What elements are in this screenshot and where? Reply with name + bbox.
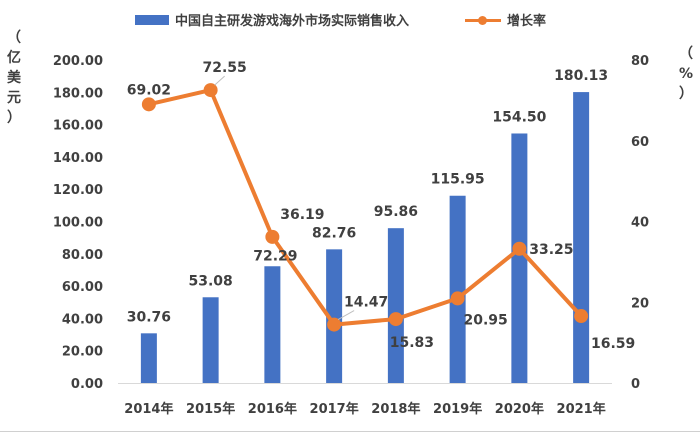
line-point bbox=[388, 312, 403, 327]
bar bbox=[140, 333, 157, 383]
bar bbox=[202, 297, 219, 383]
line-data-label: 16.59 bbox=[591, 336, 635, 352]
legend: 中国自主研发游戏海外市场实际销售收入 增长率 bbox=[135, 10, 602, 29]
legend-bar-swatch bbox=[135, 14, 169, 25]
y-left-tick-label: 140.00 bbox=[53, 151, 103, 166]
bar-data-label: 115.95 bbox=[431, 172, 485, 188]
y-left-tick-label: 20.00 bbox=[62, 345, 103, 360]
line-data-label: 20.95 bbox=[463, 312, 507, 328]
y-right-tick-label: 40 bbox=[631, 216, 649, 231]
line-data-label: 69.02 bbox=[127, 82, 171, 98]
line-point bbox=[450, 291, 465, 306]
bar-data-label: 30.76 bbox=[127, 309, 171, 325]
bar bbox=[387, 228, 404, 383]
growth-line bbox=[148, 88, 583, 327]
y-right-tick-label: 60 bbox=[631, 135, 649, 150]
right-unit-char: ） bbox=[679, 86, 693, 102]
left-unit-char: ） bbox=[7, 110, 21, 126]
bar bbox=[326, 249, 343, 383]
x-tick-label: 2019年 bbox=[433, 401, 482, 417]
y-left-tick-label: 0.00 bbox=[71, 377, 103, 392]
bar-data-label: 82.76 bbox=[312, 225, 356, 241]
bar-data-label: 95.86 bbox=[374, 204, 418, 220]
line-point bbox=[574, 309, 589, 324]
left-axis-unit: （ 亿 美 元 ） bbox=[6, 28, 22, 128]
y-left-tick-label: 80.00 bbox=[62, 248, 103, 263]
x-tick-label: 2015年 bbox=[186, 401, 235, 417]
x-tick-label: 2021年 bbox=[557, 401, 606, 417]
legend-item-line: 增长率 bbox=[465, 10, 546, 29]
y-left-tick-label: 60.00 bbox=[62, 280, 103, 295]
line-point bbox=[203, 83, 218, 98]
right-axis-unit: （ % ） bbox=[678, 44, 694, 104]
leader-line bbox=[337, 310, 355, 321]
left-unit-char: 美 bbox=[7, 70, 21, 86]
x-tick-label: 2016年 bbox=[248, 401, 297, 417]
leader-line bbox=[214, 75, 225, 86]
bar bbox=[573, 92, 590, 383]
y-right-tick-label: 0 bbox=[631, 377, 640, 392]
left-unit-char: （ bbox=[7, 30, 21, 46]
line-data-label: 14.47 bbox=[344, 295, 388, 311]
y-left-tick-label: 200.00 bbox=[53, 54, 103, 69]
line-data-label: 15.83 bbox=[390, 335, 434, 351]
bar-data-label: 72.29 bbox=[253, 248, 297, 264]
line-data-label: 33.25 bbox=[529, 242, 573, 258]
bar-data-label: 154.50 bbox=[492, 109, 546, 125]
x-tick-label: 2018年 bbox=[371, 401, 420, 417]
x-tick-label: 2014年 bbox=[124, 401, 173, 417]
legend-line-label: 增长率 bbox=[507, 14, 547, 29]
line-data-label: 36.19 bbox=[280, 207, 324, 223]
line-point bbox=[327, 317, 342, 332]
y-left-tick-label: 160.00 bbox=[53, 119, 103, 134]
right-unit-char: % bbox=[678, 66, 694, 82]
y-right-tick-label: 20 bbox=[631, 296, 649, 311]
x-tick-label: 2017年 bbox=[310, 401, 359, 417]
y-right-tick-label: 80 bbox=[631, 54, 649, 69]
y-left-tick-label: 120.00 bbox=[53, 183, 103, 198]
line-data-label: 72.55 bbox=[202, 60, 246, 76]
legend-item-bar: 中国自主研发游戏海外市场实际销售收入 bbox=[135, 10, 409, 29]
page-divider bbox=[0, 431, 700, 432]
x-tick-label: 2020年 bbox=[495, 401, 544, 417]
y-left-tick-label: 180.00 bbox=[53, 86, 103, 101]
bar bbox=[449, 195, 466, 383]
bar bbox=[264, 266, 281, 383]
legend-line-swatch bbox=[465, 15, 502, 25]
right-unit-char: （ bbox=[679, 46, 693, 62]
left-unit-char: 亿 bbox=[7, 50, 21, 66]
legend-bar-label: 中国自主研发游戏海外市场实际销售收入 bbox=[175, 14, 410, 29]
y-left-tick-label: 40.00 bbox=[62, 312, 103, 327]
bar-data-label: 180.13 bbox=[554, 68, 608, 84]
bar bbox=[511, 133, 528, 383]
line-point bbox=[512, 241, 527, 256]
line-point bbox=[141, 97, 156, 112]
line-point bbox=[265, 229, 280, 244]
bar-data-label: 53.08 bbox=[188, 273, 232, 289]
y-left-tick-label: 100.00 bbox=[53, 216, 103, 231]
left-unit-char: 元 bbox=[7, 90, 21, 106]
